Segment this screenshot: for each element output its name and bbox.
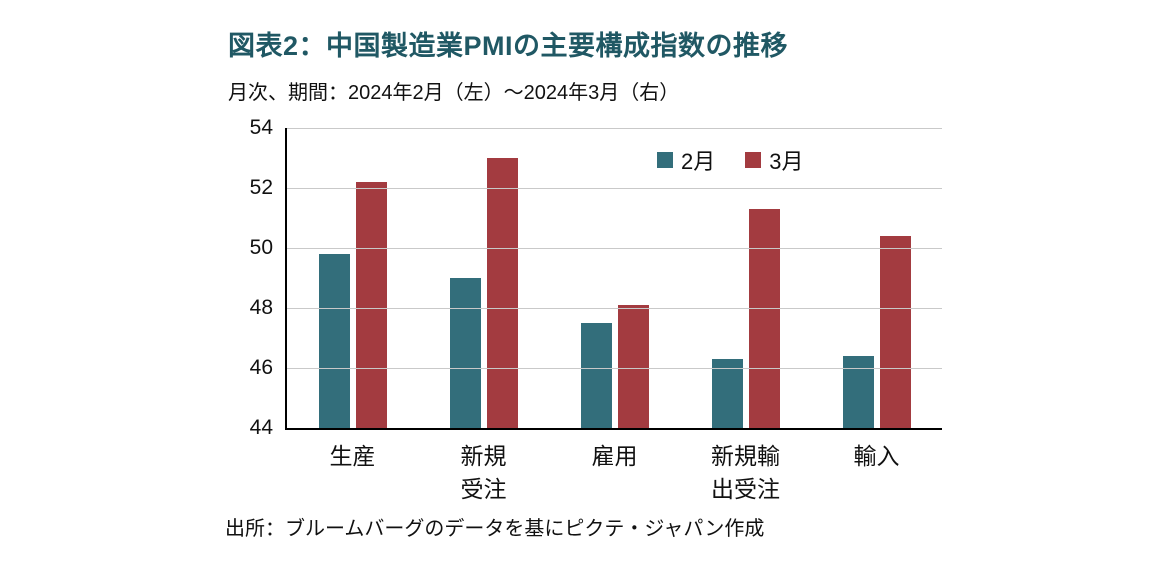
- plot-area: 2月 3月 生産 新規 受注 雇用 新規輸 出受注 輸入 44 46 48 50 52 54: [250, 116, 942, 502]
- bar-3月-雇用: [617, 305, 649, 428]
- bar-3月-生産: [355, 182, 387, 428]
- legend-item-3月: 3月: [745, 144, 804, 176]
- bar-2月-生産: [318, 254, 350, 428]
- bar-group-輸入: [811, 128, 942, 428]
- x-axis-labels: 生産 新規 受注 雇用 新規輸 出受注 輸入: [287, 440, 942, 507]
- chart-title: 図表2：中国製造業PMIの主要構成指数の推移: [228, 31, 789, 61]
- legend-label-3月: 3月: [769, 149, 804, 174]
- x-axis-category-label-新規受注: 新規 受注: [460, 443, 507, 503]
- x-axis-category-label-雇用: 雇用: [591, 443, 638, 469]
- bar-group-生産: [287, 128, 418, 428]
- legend-swatch-3月: [745, 152, 762, 168]
- legend-label-2月: 2月: [681, 149, 716, 174]
- gridline-50: [287, 248, 942, 249]
- bar-group-新規輸出受注: [680, 128, 811, 428]
- bar-group-雇用: [549, 128, 680, 428]
- legend-item-2月: 2月: [657, 144, 715, 176]
- gridline-52: [287, 188, 942, 189]
- bar-3月-輸入: [879, 236, 911, 428]
- source-note: 出所：ブルームバーグのデータを基にピクテ・ジャパン作成: [225, 518, 765, 540]
- bar-3月-新規輸出受注: [748, 209, 780, 428]
- bar-2月-輸入: [842, 356, 874, 428]
- y-axis-tick-label-48: 48: [249, 296, 273, 319]
- bar-2月-雇用: [580, 323, 612, 428]
- bar-groups: [287, 128, 942, 428]
- gridline-54: [287, 128, 942, 129]
- y-axis-tick-label-50: 50: [249, 236, 273, 259]
- bar-2月-新規受注: [449, 278, 481, 428]
- legend: 2月 3月: [657, 144, 804, 176]
- legend-swatch-2月: [657, 152, 673, 168]
- gridline-48: [287, 308, 942, 309]
- gridline-46: [287, 368, 942, 369]
- y-axis-tick-label-54: 54: [249, 116, 273, 139]
- y-axis-tick-label-52: 52: [249, 176, 273, 199]
- bar-3月-新規受注: [486, 158, 518, 428]
- chart-subtitle: 月次、期間：2024年2月（左）～2024年3月（右）: [228, 82, 680, 104]
- y-axis-tick-label-46: 46: [249, 356, 273, 379]
- x-axis-category-label-生産: 生産: [329, 443, 376, 469]
- x-axis-category-label-新規輸出受注: 新規輸 出受注: [711, 443, 780, 503]
- y-axis-tick-label-44: 44: [249, 416, 273, 439]
- x-axis-category-label-輸入: 輸入: [853, 443, 900, 469]
- bar-group-新規受注: [418, 128, 549, 428]
- bar-2月-新規輸出受注: [711, 359, 743, 428]
